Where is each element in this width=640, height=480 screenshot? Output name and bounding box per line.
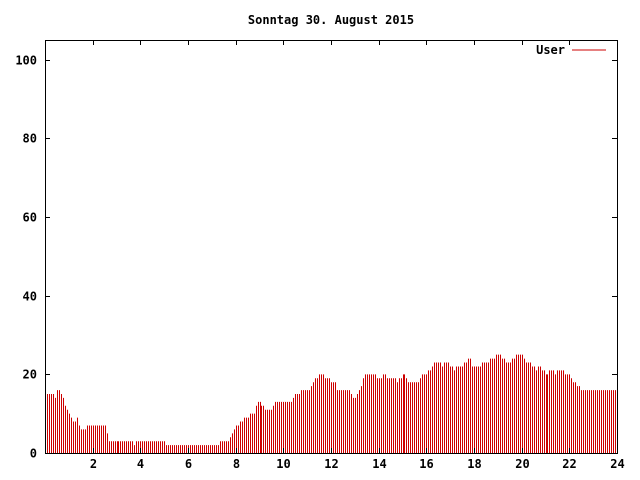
x-tick-label: 12 bbox=[324, 457, 338, 471]
x-tick-label: 18 bbox=[467, 457, 481, 471]
x-tick-label: 14 bbox=[372, 457, 386, 471]
y-tick-label: 0 bbox=[30, 447, 37, 461]
legend-label-user: User bbox=[536, 43, 565, 57]
y-tick-label: 100 bbox=[15, 54, 37, 68]
x-tick-label: 8 bbox=[233, 457, 240, 471]
x-tick-label: 24 bbox=[610, 457, 624, 471]
x-tick-label: 6 bbox=[185, 457, 192, 471]
x-tick-label: 16 bbox=[419, 457, 433, 471]
x-tick-label: 20 bbox=[515, 457, 529, 471]
x-tick-label: 4 bbox=[137, 457, 144, 471]
legend: User bbox=[536, 43, 606, 57]
x-tick-label: 10 bbox=[276, 457, 290, 471]
y-tick-label: 20 bbox=[23, 368, 37, 382]
bars-group bbox=[45, 354, 616, 453]
y-tick-label: 60 bbox=[23, 211, 37, 225]
y-tick-label: 40 bbox=[23, 290, 37, 304]
y-tick-label: 80 bbox=[23, 132, 37, 146]
x-tick-label: 2 bbox=[90, 457, 97, 471]
chart-title: Sonntag 30. August 2015 bbox=[248, 13, 414, 27]
x-tick-label: 22 bbox=[562, 457, 576, 471]
